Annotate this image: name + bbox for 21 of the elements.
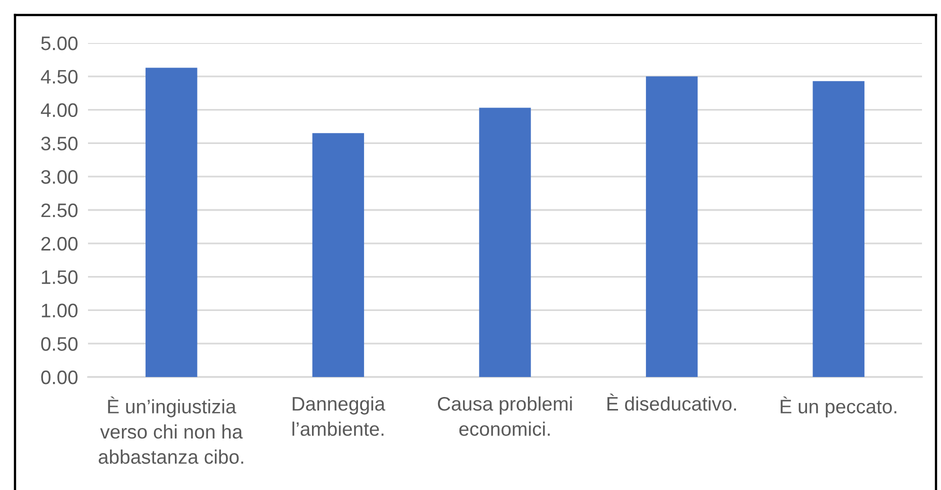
bar (479, 108, 531, 377)
x-tick-label: Causa problemi economici. (438, 396, 572, 436)
y-tick-label: 1.00 (42, 304, 78, 318)
y-tick-label: 2.00 (41, 236, 78, 251)
y-tick-label: 0.50 (41, 337, 78, 351)
x-tick-label: Danneggia l’ambiente. (292, 396, 386, 436)
y-tick-label: 0.00 (41, 370, 78, 384)
bar (812, 81, 864, 377)
bar (312, 133, 364, 377)
x-tick-label: È diseducativo. (607, 394, 736, 411)
y-tick-label: 3.50 (41, 136, 78, 150)
bar (146, 68, 198, 377)
y-tick-label: 4.50 (40, 70, 78, 84)
y-tick-label: 4.00 (40, 103, 78, 118)
x-tick-label: È un’ingiustizia verso chi non ha abbastanza cibo. (98, 396, 244, 464)
bar (646, 76, 698, 377)
y-tick-label: 2.50 (41, 203, 78, 218)
y-tick-label: 1.50 (42, 270, 78, 284)
y-tick-label: 3.00 (41, 170, 78, 184)
x-tick-label: È un peccato. (780, 396, 896, 418)
y-tick-label: 5.00 (41, 36, 78, 50)
